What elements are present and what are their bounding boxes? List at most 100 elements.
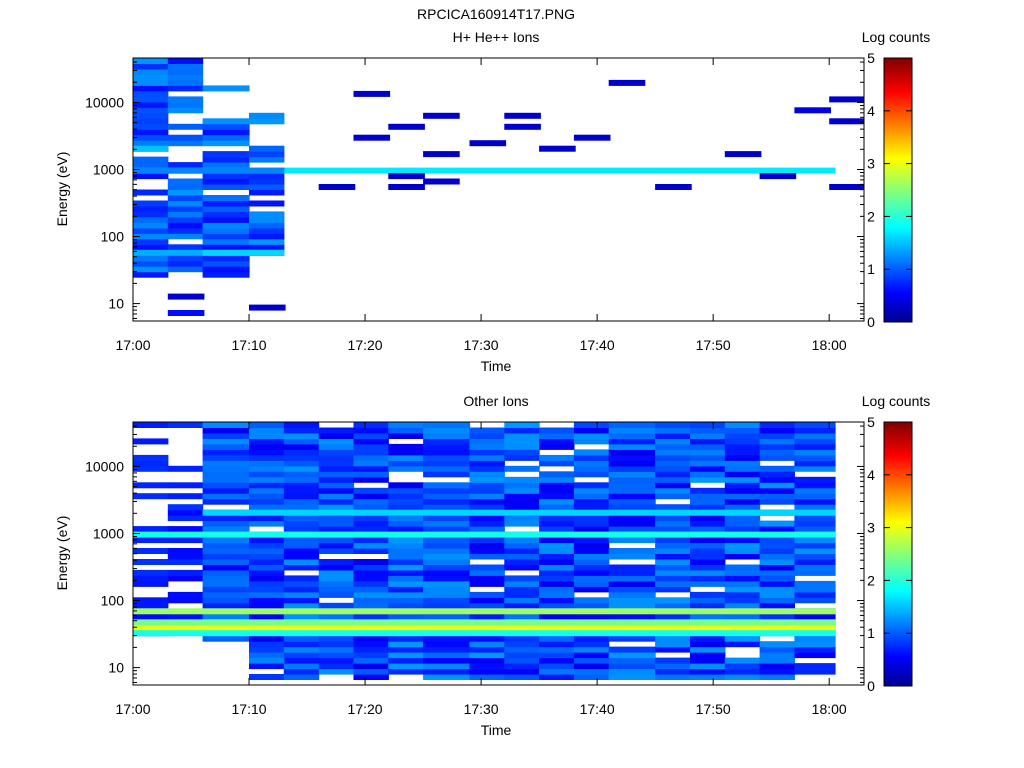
y-tick-label: 1000 <box>93 161 124 177</box>
spectrogram-cell <box>608 537 656 544</box>
spectrogram-cell <box>724 663 761 670</box>
spectrogram-cell <box>249 515 285 522</box>
spectrogram-cell <box>724 482 761 489</box>
spectrogram-cell <box>469 575 505 582</box>
spectrogram-cell <box>724 438 761 445</box>
spectrogram-cell <box>167 493 204 500</box>
axis-ticks: 17:00 17:10 17:20 17:30 17:40 17:50 18:00 10 100… <box>85 58 864 353</box>
spectrogram-cell <box>249 591 285 598</box>
spectrogram-cell <box>283 427 320 434</box>
spectrogram-cell <box>353 564 389 571</box>
spectrogram-cell <box>133 602 169 609</box>
spectrogram-cell <box>608 487 656 494</box>
spectrogram-cell <box>133 597 169 604</box>
spectrogram-cell <box>249 663 285 670</box>
spectrogram-cell <box>283 663 320 670</box>
band-4 <box>202 249 285 256</box>
spectrogram-cell <box>794 613 836 620</box>
spectrogram-cell <box>423 591 471 598</box>
spectrogram-cell <box>539 564 575 571</box>
spectrogram-cell <box>469 487 505 494</box>
spectrogram-cell <box>539 657 575 664</box>
spectrogram-cell <box>167 74 204 81</box>
spectrogram-cell <box>539 597 575 604</box>
spectrogram-cell <box>504 597 540 604</box>
spectrogram-cell <box>794 520 836 527</box>
spectrogram-cell <box>759 674 795 680</box>
spectrogram-cell <box>655 564 691 571</box>
spectrogram-cell <box>249 471 285 478</box>
spectrogram-cell <box>690 591 726 598</box>
spectrogram-cell <box>469 465 505 472</box>
spectrogram-cell <box>283 526 320 533</box>
spectrogram-cell <box>794 580 836 587</box>
spectrogram-cell <box>167 162 204 169</box>
spectrogram-cell <box>202 162 250 169</box>
spectrogram-cell <box>655 635 691 642</box>
spectrogram-cell <box>794 465 836 472</box>
spectrogram-cell <box>539 498 575 505</box>
spectrogram-cell <box>353 559 389 565</box>
spectrogram-cell <box>133 112 169 119</box>
band-4 <box>133 531 836 538</box>
spectrogram-cell <box>504 493 540 500</box>
spectrogram-cell <box>167 569 204 576</box>
spectrogram-cell <box>724 454 761 461</box>
spectrogram-cell <box>202 433 250 439</box>
spectrogram-cell <box>167 178 204 185</box>
spectrogram-cell <box>423 580 471 587</box>
spectrogram-cell <box>573 553 610 560</box>
spectrogram-cell <box>759 586 795 593</box>
spectrogram-cell <box>283 613 320 620</box>
spectrogram-cell <box>423 613 471 620</box>
spectrogram-cell <box>388 657 424 664</box>
spectrogram-cell <box>318 548 355 554</box>
spectrogram-cell <box>573 635 610 642</box>
spectrogram-cell <box>504 465 540 472</box>
spectrogram-cell <box>759 646 795 653</box>
spectrogram-cell <box>608 674 656 680</box>
spectrogram-cell <box>608 515 656 522</box>
spectrogram-cell <box>202 205 250 212</box>
spectrogram-cell <box>794 542 836 549</box>
spectrogram-cell <box>655 526 691 533</box>
spectrogram-cell <box>423 471 471 478</box>
spectrogram-cell <box>573 504 610 511</box>
spectrogram-cell <box>573 548 610 554</box>
spectrogram-cell <box>202 569 250 576</box>
spectrogram-cell <box>388 460 424 467</box>
point-2 <box>249 304 286 311</box>
spectrogram-cell <box>167 559 204 565</box>
spectrogram-cell <box>539 553 575 560</box>
spectrogram-cell <box>167 266 204 273</box>
spectrogram-cell <box>759 569 795 576</box>
spectrogram-cell <box>469 498 505 505</box>
spectrogram-cell <box>794 427 836 434</box>
spectrogram-cell <box>202 476 250 483</box>
spectrogram-cell <box>690 569 726 576</box>
point-8 <box>388 184 425 190</box>
spectrogram-cell <box>283 438 320 445</box>
spectrogram-cell <box>353 465 389 472</box>
spectrogram-cell <box>504 482 540 489</box>
spectrogram-cell <box>318 438 355 445</box>
spectrogram-cell <box>573 569 610 576</box>
spectrogram-cell <box>202 498 250 505</box>
spectrogram-cell <box>655 438 691 445</box>
spectrogram-cell <box>249 602 285 609</box>
band-6 <box>249 657 285 664</box>
spectrogram-cell <box>539 482 575 489</box>
spectrogram-cell <box>202 173 250 180</box>
spectrogram-cell <box>388 586 424 593</box>
spectrogram-cell <box>423 553 471 560</box>
band-0 <box>133 167 836 174</box>
spectrogram-cell <box>655 641 691 648</box>
spectrogram-cell <box>202 602 250 609</box>
spectrogram-cell <box>249 564 285 571</box>
spectrogram-cell <box>388 433 424 439</box>
spectrogram-cell <box>759 476 795 483</box>
spectrogram-cell <box>573 520 610 527</box>
spectrogram-cell <box>655 586 691 593</box>
spectrogram-cell <box>353 471 389 478</box>
spectrogram-cell <box>318 641 355 648</box>
